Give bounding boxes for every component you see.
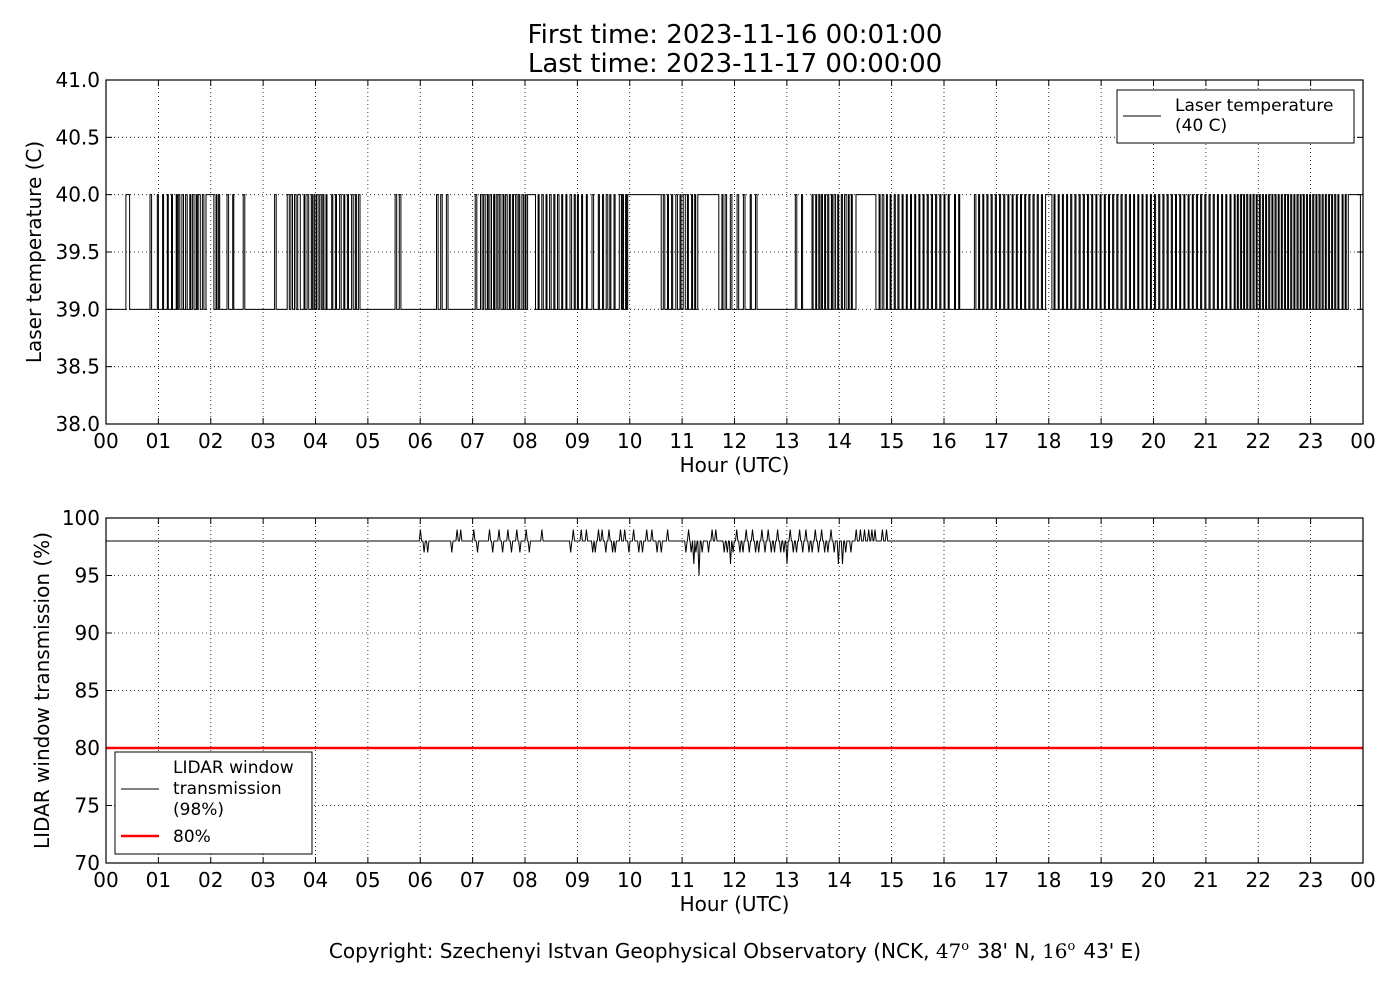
laser-temperature-plot: 00 01 02 03 04 05 06 07 08 09 10 11 12 13 14 15 16 17 18 19… xyxy=(22,68,1376,477)
x-tick-label: 21 xyxy=(1193,868,1218,892)
legend-label-transmission: LIDAR window xyxy=(173,758,294,778)
chart-title-line2: Last time: 2023-11-17 00:00:00 xyxy=(528,49,942,79)
x-tick-label: 01 xyxy=(146,868,171,892)
x-tick-label: 20 xyxy=(1141,868,1166,892)
y-tick-label: 38.0 xyxy=(55,412,100,436)
x-tick-label: 02 xyxy=(198,429,223,453)
x-tick-label: 09 xyxy=(565,429,590,453)
x-tick-label: 18 xyxy=(1036,868,1061,892)
x-tick-label: 21 xyxy=(1193,429,1218,453)
x-tick-label: 16 xyxy=(931,868,956,892)
x-tick-label: 11 xyxy=(669,429,694,453)
copyright-prefix: Copyright: Szechenyi Istvan Geophysical … xyxy=(329,939,936,963)
legend-label-laser: Laser temperature xyxy=(1175,96,1333,116)
x-tick-label: 14 xyxy=(827,429,852,453)
x-tick-label: 15 xyxy=(879,868,904,892)
y-tick-label: 90 xyxy=(75,621,100,645)
x-tick-label: 00 xyxy=(1350,868,1375,892)
x-tick-label: 09 xyxy=(565,868,590,892)
plot-frame xyxy=(105,517,1364,864)
x-tick-label: 06 xyxy=(408,868,433,892)
x-tick-label: 04 xyxy=(303,429,328,453)
y-tick-label: 40.5 xyxy=(55,125,100,149)
copyright-lat-min: 38' N, xyxy=(977,939,1042,963)
copyright-lon-sup: o xyxy=(1068,939,1076,954)
y-tick-label: 75 xyxy=(75,794,100,818)
x-axis-label: Hour (UTC) xyxy=(680,892,790,916)
x-tick-label: 06 xyxy=(408,429,433,453)
y-tick-label: 40.0 xyxy=(55,183,100,207)
y-tick-label: 95 xyxy=(75,564,100,588)
x-tick-label: 12 xyxy=(722,429,747,453)
x-tick-label: 03 xyxy=(250,429,275,453)
legend: Laser temperature(40 C) xyxy=(1116,89,1355,144)
copyright-lon-deg: 16 xyxy=(1042,939,1067,963)
x-tick-label: 22 xyxy=(1246,429,1271,453)
x-tick-label: 23 xyxy=(1298,868,1323,892)
x-tick-label: 19 xyxy=(1088,868,1113,892)
x-tick-label: 17 xyxy=(984,429,1009,453)
legend-label-laser: (40 C) xyxy=(1175,116,1227,136)
x-tick-label: 14 xyxy=(827,868,852,892)
x-tick-label: 11 xyxy=(669,868,694,892)
x-tick-label: 12 xyxy=(722,868,747,892)
y-tick-label: 100 xyxy=(62,506,100,530)
y-tick-label: 39.5 xyxy=(55,240,100,264)
y-tick-label: 41.0 xyxy=(55,68,100,92)
copyright-text: Copyright: Szechenyi Istvan Geophysical … xyxy=(329,939,1141,963)
legend-label-threshold: 80% xyxy=(173,827,211,847)
x-tick-label: 17 xyxy=(984,868,1009,892)
x-tick-label: 00 xyxy=(93,868,118,892)
copyright-lon-min: 43' E) xyxy=(1083,939,1141,963)
x-tick-label: 20 xyxy=(1141,429,1166,453)
y-tick-label: 85 xyxy=(75,679,100,703)
x-tick-label: 13 xyxy=(774,868,799,892)
lidar-transmission-plot: 00 01 02 03 04 05 06 07 08 09 10 11 12 13 14 15 16 17 18 19… xyxy=(30,506,1376,916)
x-tick-label: 10 xyxy=(617,429,642,453)
y-axis-label: LIDAR window transmission (%) xyxy=(30,532,54,849)
x-tick-label: 05 xyxy=(355,868,380,892)
copyright-lat-sup: o xyxy=(961,939,969,954)
x-tick-label: 04 xyxy=(303,868,328,892)
x-tick-label: 16 xyxy=(931,429,956,453)
x-tick-label: 03 xyxy=(250,868,275,892)
x-tick-label: 05 xyxy=(355,429,380,453)
x-tick-label: 10 xyxy=(617,868,642,892)
x-tick-label: 02 xyxy=(198,868,223,892)
x-tick-label: 07 xyxy=(460,429,485,453)
x-axis-label: Hour (UTC) xyxy=(680,453,790,477)
x-tick-label: 22 xyxy=(1246,868,1271,892)
copyright-lat-deg: 47 xyxy=(936,939,961,963)
x-tick-label: 18 xyxy=(1036,429,1061,453)
x-tick-label: 23 xyxy=(1298,429,1323,453)
x-tick-label: 00 xyxy=(1350,429,1375,453)
y-axis-label: Laser temperature (C) xyxy=(22,141,46,363)
plot-frame xyxy=(105,79,1364,425)
x-tick-label: 08 xyxy=(512,429,537,453)
y-tick-label: 39.0 xyxy=(55,297,100,321)
x-tick-label: 19 xyxy=(1088,429,1113,453)
x-tick-label: 13 xyxy=(774,429,799,453)
laser-temperature-series-line xyxy=(106,194,1363,310)
x-tick-label: 07 xyxy=(460,868,485,892)
x-tick-label: 01 xyxy=(146,429,171,453)
legend-label-transmission: (98%) xyxy=(173,800,224,820)
x-tick-label: 15 xyxy=(879,429,904,453)
lidar-transmission-series-line xyxy=(106,529,1363,576)
x-tick-label: 00 xyxy=(93,429,118,453)
y-tick-label: 70 xyxy=(75,851,100,875)
y-tick-label: 80 xyxy=(75,736,100,760)
y-tick-label: 38.5 xyxy=(55,355,100,379)
x-tick-label: 08 xyxy=(512,868,537,892)
legend-label-transmission: transmission xyxy=(173,779,282,799)
chart-title-line1: First time: 2023-11-16 00:01:00 xyxy=(528,20,943,50)
